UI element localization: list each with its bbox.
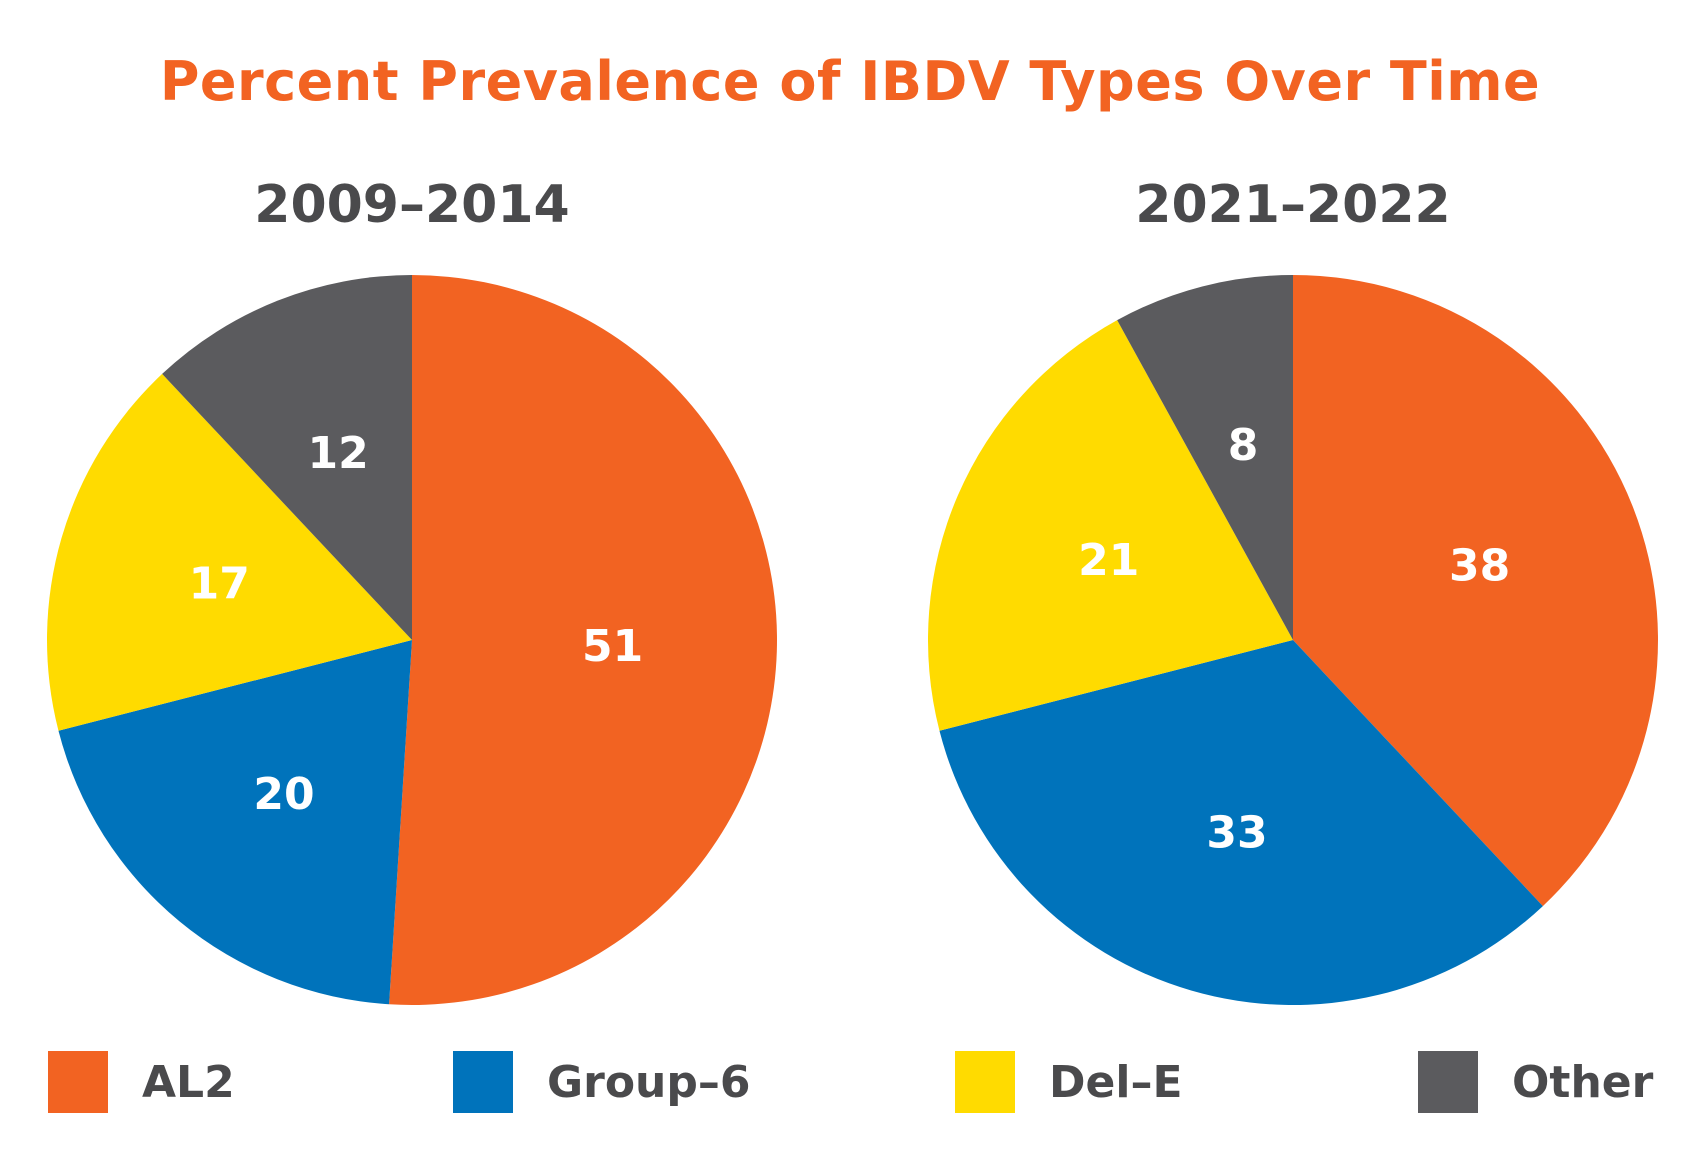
pie-title-1: 2009–2014 [254, 175, 570, 235]
legend-item-al2: AL2 [48, 1050, 235, 1114]
slice-label-del-e: 21 [1078, 535, 1139, 586]
slice-label-group-6: 33 [1206, 807, 1267, 858]
slice-label-other: 12 [307, 428, 368, 479]
legend-label-other: Other [1512, 1056, 1654, 1108]
slice-label-other: 8 [1228, 420, 1259, 471]
slice-label-group-6: 20 [253, 769, 314, 820]
legend-item-other: Other [1418, 1050, 1653, 1114]
legend-swatch-al2 [48, 1051, 108, 1113]
pie-slice-other [162, 275, 412, 640]
slice-label-del-e: 17 [189, 558, 250, 609]
legend-swatch-other [1418, 1051, 1478, 1113]
pie-slice-group-6 [939, 640, 1543, 1005]
legend-swatch-del-e [955, 1051, 1015, 1113]
pie-svg-1: 51 20 17 12 [47, 275, 778, 1005]
legend-swatch-group-6 [453, 1051, 513, 1113]
pie-slice-al2 [389, 275, 778, 1005]
legend: AL2 Group–6 Del–E Other [48, 1050, 1668, 1114]
legend-item-del-e: Del–E [955, 1050, 1183, 1114]
slice-label-al2: 51 [582, 621, 643, 672]
legend-label-del-e: Del–E [1049, 1056, 1183, 1108]
pie-slice-al2 [1293, 275, 1658, 907]
pie-slice-other [1117, 275, 1293, 640]
pie-chart-1: 2009–2014 51 20 17 12 [12, 175, 812, 1035]
slice-label-al2: 38 [1449, 541, 1510, 592]
chart-title: Percent Prevalence of IBDV Types Over Ti… [159, 50, 1541, 113]
pie-title-2: 2021–2022 [1135, 175, 1451, 235]
legend-label-al2: AL2 [142, 1056, 235, 1108]
legend-label-group-6: Group–6 [547, 1056, 751, 1108]
pie-svg-2: 38 33 21 8 [928, 275, 1658, 1005]
legend-item-group-6: Group–6 [453, 1050, 750, 1114]
pie-slice-del-e [47, 373, 413, 731]
pie-slice-group-6 [58, 640, 412, 1005]
pie-slice-del-e [928, 320, 1293, 731]
pie-chart-2: 2021–2022 38 33 21 8 [893, 175, 1693, 1035]
